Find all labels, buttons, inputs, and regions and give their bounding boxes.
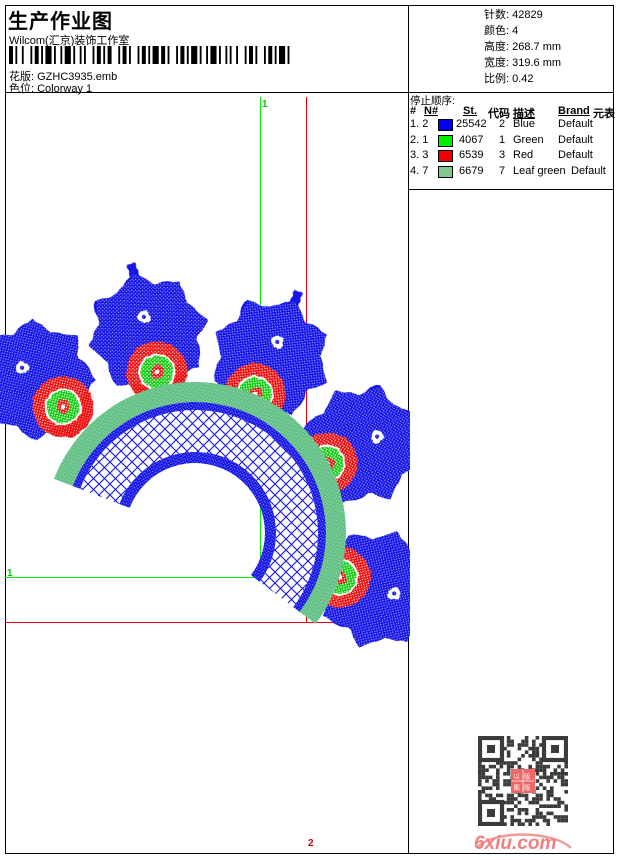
svg-text:6xiu.com: 6xiu.com (474, 833, 556, 852)
svg-text:版: 版 (524, 783, 531, 792)
svg-text:图: 图 (514, 784, 520, 792)
svg-text:以: 以 (514, 774, 521, 781)
svg-text:版: 版 (524, 772, 531, 781)
